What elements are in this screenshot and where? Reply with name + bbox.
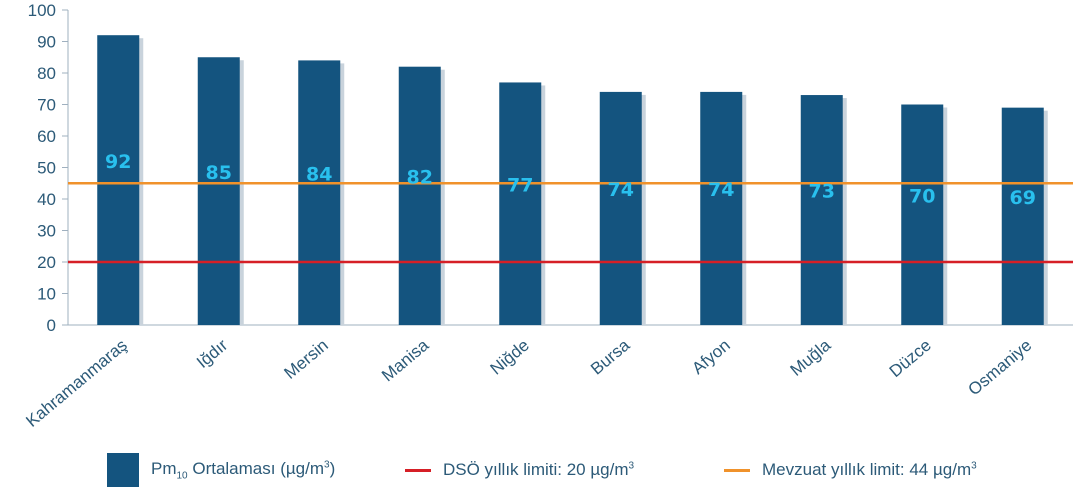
data-label: 92 (105, 151, 131, 173)
y-tick-label: 50 (37, 159, 56, 178)
bar (298, 60, 341, 326)
x-tick-label: Kahramanmaraş (22, 336, 130, 431)
bar (197, 57, 240, 325)
legend-label-dso: DSÖ yıllık limiti: 20 µg/m3 (443, 460, 635, 479)
legend-item-mevzuat: Mevzuat yıllık limit: 44 µg/m3 (724, 452, 977, 488)
bar (97, 35, 140, 325)
legend-label-mevzuat: Mevzuat yıllık limit: 44 µg/m3 (762, 460, 977, 479)
x-tick-label: Niğde (487, 336, 533, 379)
x-tick-label: Mersin (281, 336, 332, 383)
legend-swatch-pm10 (107, 453, 139, 487)
x-tick-label: Iğdır (193, 335, 232, 372)
bar-chart: 0 10 20 30 40 50 60 70 80 90 100 Kahramanmaraş Iğdır… (22, 1, 1073, 431)
y-tick-label: 10 (37, 285, 56, 304)
y-tick-label: 40 (37, 190, 56, 209)
x-tick-label: Osmaniye (964, 336, 1035, 400)
y-tick-label: 100 (28, 1, 56, 20)
x-tick-label: Bursa (587, 335, 634, 378)
bar (599, 91, 642, 326)
x-tick-label: Manisa (378, 335, 433, 385)
bar (398, 66, 441, 325)
data-label: 74 (708, 179, 734, 201)
legend-line-dso (405, 468, 431, 472)
legend: Pm10 Ortalaması (µg/m3) DSÖ yıllık limit… (0, 452, 1073, 488)
y-tick-label: 80 (37, 64, 56, 83)
y-tick-label: 70 (37, 96, 56, 115)
legend-item-dso: DSÖ yıllık limiti: 20 µg/m3 (405, 452, 634, 488)
legend-item-pm10: Pm10 Ortalaması (µg/m3) (107, 452, 335, 488)
legend-label-pm10: Pm10 Ortalaması (µg/m3) (151, 458, 336, 482)
data-label: 69 (1010, 187, 1036, 209)
x-tick-label: Afyon (688, 336, 734, 379)
data-label: 70 (909, 185, 935, 207)
data-label: 73 (809, 181, 835, 203)
data-label: 82 (407, 167, 433, 189)
data-label: 74 (608, 179, 634, 201)
bar (901, 104, 944, 325)
x-tick-label: Muğla (787, 335, 835, 380)
data-label: 85 (206, 162, 232, 184)
y-tick-label: 30 (37, 222, 56, 241)
data-label: 84 (306, 164, 332, 186)
bar (1001, 107, 1044, 326)
legend-line-mevzuat (724, 468, 750, 472)
y-tick-label: 60 (37, 127, 56, 146)
y-tick-label: 20 (37, 253, 56, 272)
x-tick-label: Düzce (886, 336, 935, 382)
y-tick-label: 0 (47, 316, 56, 335)
y-tick-label: 90 (37, 33, 56, 52)
data-label: 77 (507, 174, 533, 196)
bar (700, 91, 743, 326)
bar (800, 95, 843, 325)
bar (499, 82, 542, 325)
